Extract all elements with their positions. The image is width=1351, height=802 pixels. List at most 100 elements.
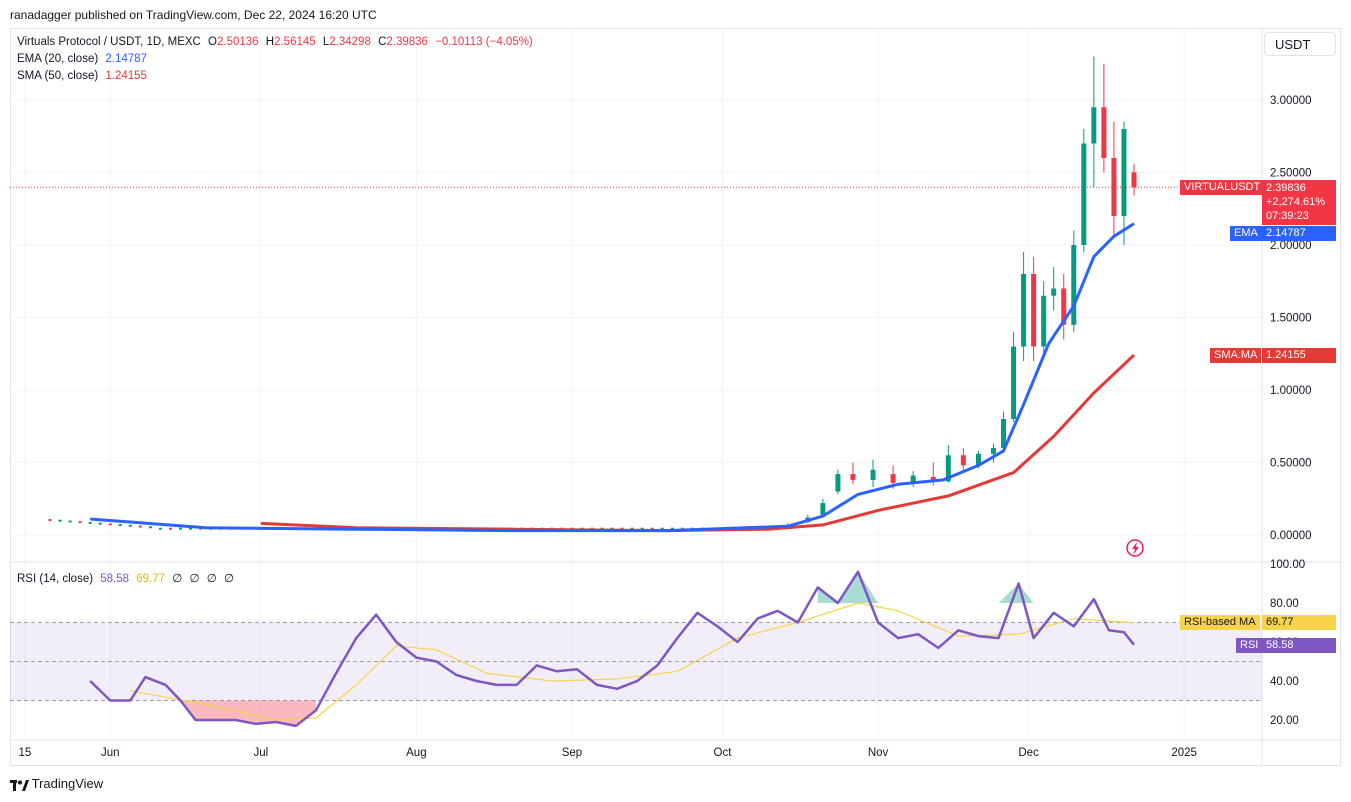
- sma-axis-label: SMA:MA: [1210, 348, 1262, 363]
- candle-small: [138, 525, 142, 528]
- candle-body: [870, 469, 876, 480]
- candle-body: [835, 474, 841, 492]
- rsi-ma-axis-value: 69.77: [1262, 615, 1336, 630]
- rsi-ma-legend-value: 69.77: [136, 573, 166, 585]
- rsi-legend-value: 58.58: [100, 573, 130, 585]
- rsi-extra-1: ∅: [172, 573, 183, 585]
- ema-legend[interactable]: EMA (20, close) 2.14787: [17, 53, 147, 65]
- time-tick-label: Jul: [253, 747, 268, 759]
- ema20-line: [90, 222, 1135, 533]
- rsi-line: [89, 570, 1135, 728]
- candle-body: [1051, 288, 1057, 296]
- time-tick-label: Jun: [101, 747, 120, 759]
- time-tick-label: Aug: [406, 747, 426, 759]
- candle-body: [1101, 107, 1107, 158]
- candle-body: [1111, 158, 1117, 216]
- low-value: 2.34298: [329, 36, 371, 48]
- close-value: 2.39836: [386, 36, 428, 48]
- last-price-value: 2.39836: [1266, 182, 1306, 194]
- candle-body: [1021, 274, 1027, 347]
- chart-frame: [10, 28, 1341, 766]
- price-tick-label: 2.50000: [1270, 168, 1312, 180]
- currency-unit-button[interactable]: USDT: [1264, 32, 1336, 56]
- candle-body: [1091, 107, 1097, 144]
- ema-legend-value: 2.14787: [105, 53, 147, 65]
- last-price-tag: 2.39836 +2,274.61% 07:39:23: [1262, 180, 1336, 225]
- candle-small: [640, 527, 644, 530]
- candle-small: [108, 523, 112, 526]
- candle-small: [58, 519, 62, 522]
- sma-legend[interactable]: SMA (50, close) 1.24155: [17, 70, 147, 82]
- candle-small: [650, 527, 654, 530]
- sma-axis-value: 1.24155: [1262, 348, 1336, 363]
- candle-small: [670, 527, 674, 530]
- tradingview-logo-icon: [10, 779, 29, 791]
- rsi-tick-label: 100.00: [1270, 559, 1305, 571]
- tradingview-logo[interactable]: TradingView: [10, 776, 103, 791]
- price-tick-label: 3.00000: [1270, 95, 1312, 107]
- time-tick-label: Oct: [714, 747, 733, 759]
- candle-body: [1011, 346, 1017, 419]
- candle-small: [78, 521, 82, 524]
- open-value: 2.50136: [217, 36, 259, 48]
- time-tick-label: Nov: [868, 747, 889, 759]
- sma-legend-label: SMA (50, close): [17, 70, 99, 82]
- candle-body: [975, 453, 981, 466]
- close-label: C: [378, 36, 387, 48]
- rsi-overbought-fill: [817, 571, 879, 603]
- candle-body: [1121, 129, 1127, 216]
- rsi-axis-value: 58.58: [1262, 638, 1336, 653]
- time-tick-label: Sep: [562, 747, 582, 759]
- candle-small: [128, 524, 132, 527]
- time-tick-label: Dec: [1018, 747, 1039, 759]
- open-label: O: [208, 36, 217, 48]
- candle-body: [1071, 245, 1077, 325]
- candle-body: [990, 448, 996, 454]
- change-value: −0.10113 (−4.05%): [435, 36, 533, 48]
- candle-body: [1061, 288, 1067, 325]
- rsi-axis-label: RSI: [1236, 638, 1263, 653]
- rsi-tick-label: 20.00: [1270, 715, 1299, 727]
- candle-body: [1131, 172, 1137, 188]
- candle-body: [960, 455, 966, 466]
- candle-small: [148, 526, 152, 529]
- tradingview-brand: TradingView: [31, 776, 104, 791]
- candle-body: [945, 455, 951, 482]
- main-legend: Virtuals Protocol / USDT, 1D, MEXC O2.50…: [17, 36, 533, 48]
- price-tick-label: 2.00000: [1270, 240, 1312, 252]
- price-tick-label: 1.00000: [1270, 385, 1312, 397]
- candle-small: [168, 527, 172, 530]
- candle-body: [1001, 419, 1007, 448]
- ema-legend-label: EMA (20, close): [17, 53, 99, 65]
- candle-small: [88, 521, 92, 524]
- ema-axis-value: 2.14787: [1262, 226, 1336, 241]
- rsi-extra-3: ∅: [206, 573, 217, 585]
- rsi-extra-4: ∅: [223, 573, 234, 585]
- high-value: 2.56145: [274, 36, 316, 48]
- candle-body: [890, 474, 896, 483]
- sma-legend-value: 1.24155: [105, 70, 147, 82]
- high-label: H: [265, 36, 275, 48]
- last-price-pct: +2,274.61%: [1266, 196, 1326, 208]
- candle-small: [660, 527, 664, 530]
- time-tick-label: 2025: [1171, 747, 1197, 759]
- low-label: L: [322, 36, 330, 48]
- symbol-title[interactable]: Virtuals Protocol / USDT, 1D, MEXC: [17, 36, 201, 48]
- candle-body: [850, 474, 856, 480]
- candle-small: [118, 524, 122, 527]
- candle-small: [630, 527, 634, 530]
- rsi-ma-line: [130, 602, 1135, 721]
- rsi-extra-2: ∅: [189, 573, 200, 585]
- symbol-tag: VIRTUALUSDT: [1180, 180, 1265, 195]
- price-tick-label: 1.50000: [1270, 313, 1312, 325]
- lightning-icon-bolt: [1132, 542, 1139, 555]
- bar-countdown: 07:39:23: [1266, 210, 1309, 222]
- candle-body: [1031, 274, 1037, 347]
- ema-axis-label: EMA: [1230, 226, 1262, 241]
- rsi-tick-label: 40.00: [1270, 676, 1299, 688]
- candle-small: [98, 522, 102, 525]
- candle-small: [189, 527, 193, 530]
- rsi-legend[interactable]: RSI (14, close) 58.58 69.77 ∅ ∅ ∅ ∅: [17, 571, 234, 585]
- candle-body: [910, 475, 916, 483]
